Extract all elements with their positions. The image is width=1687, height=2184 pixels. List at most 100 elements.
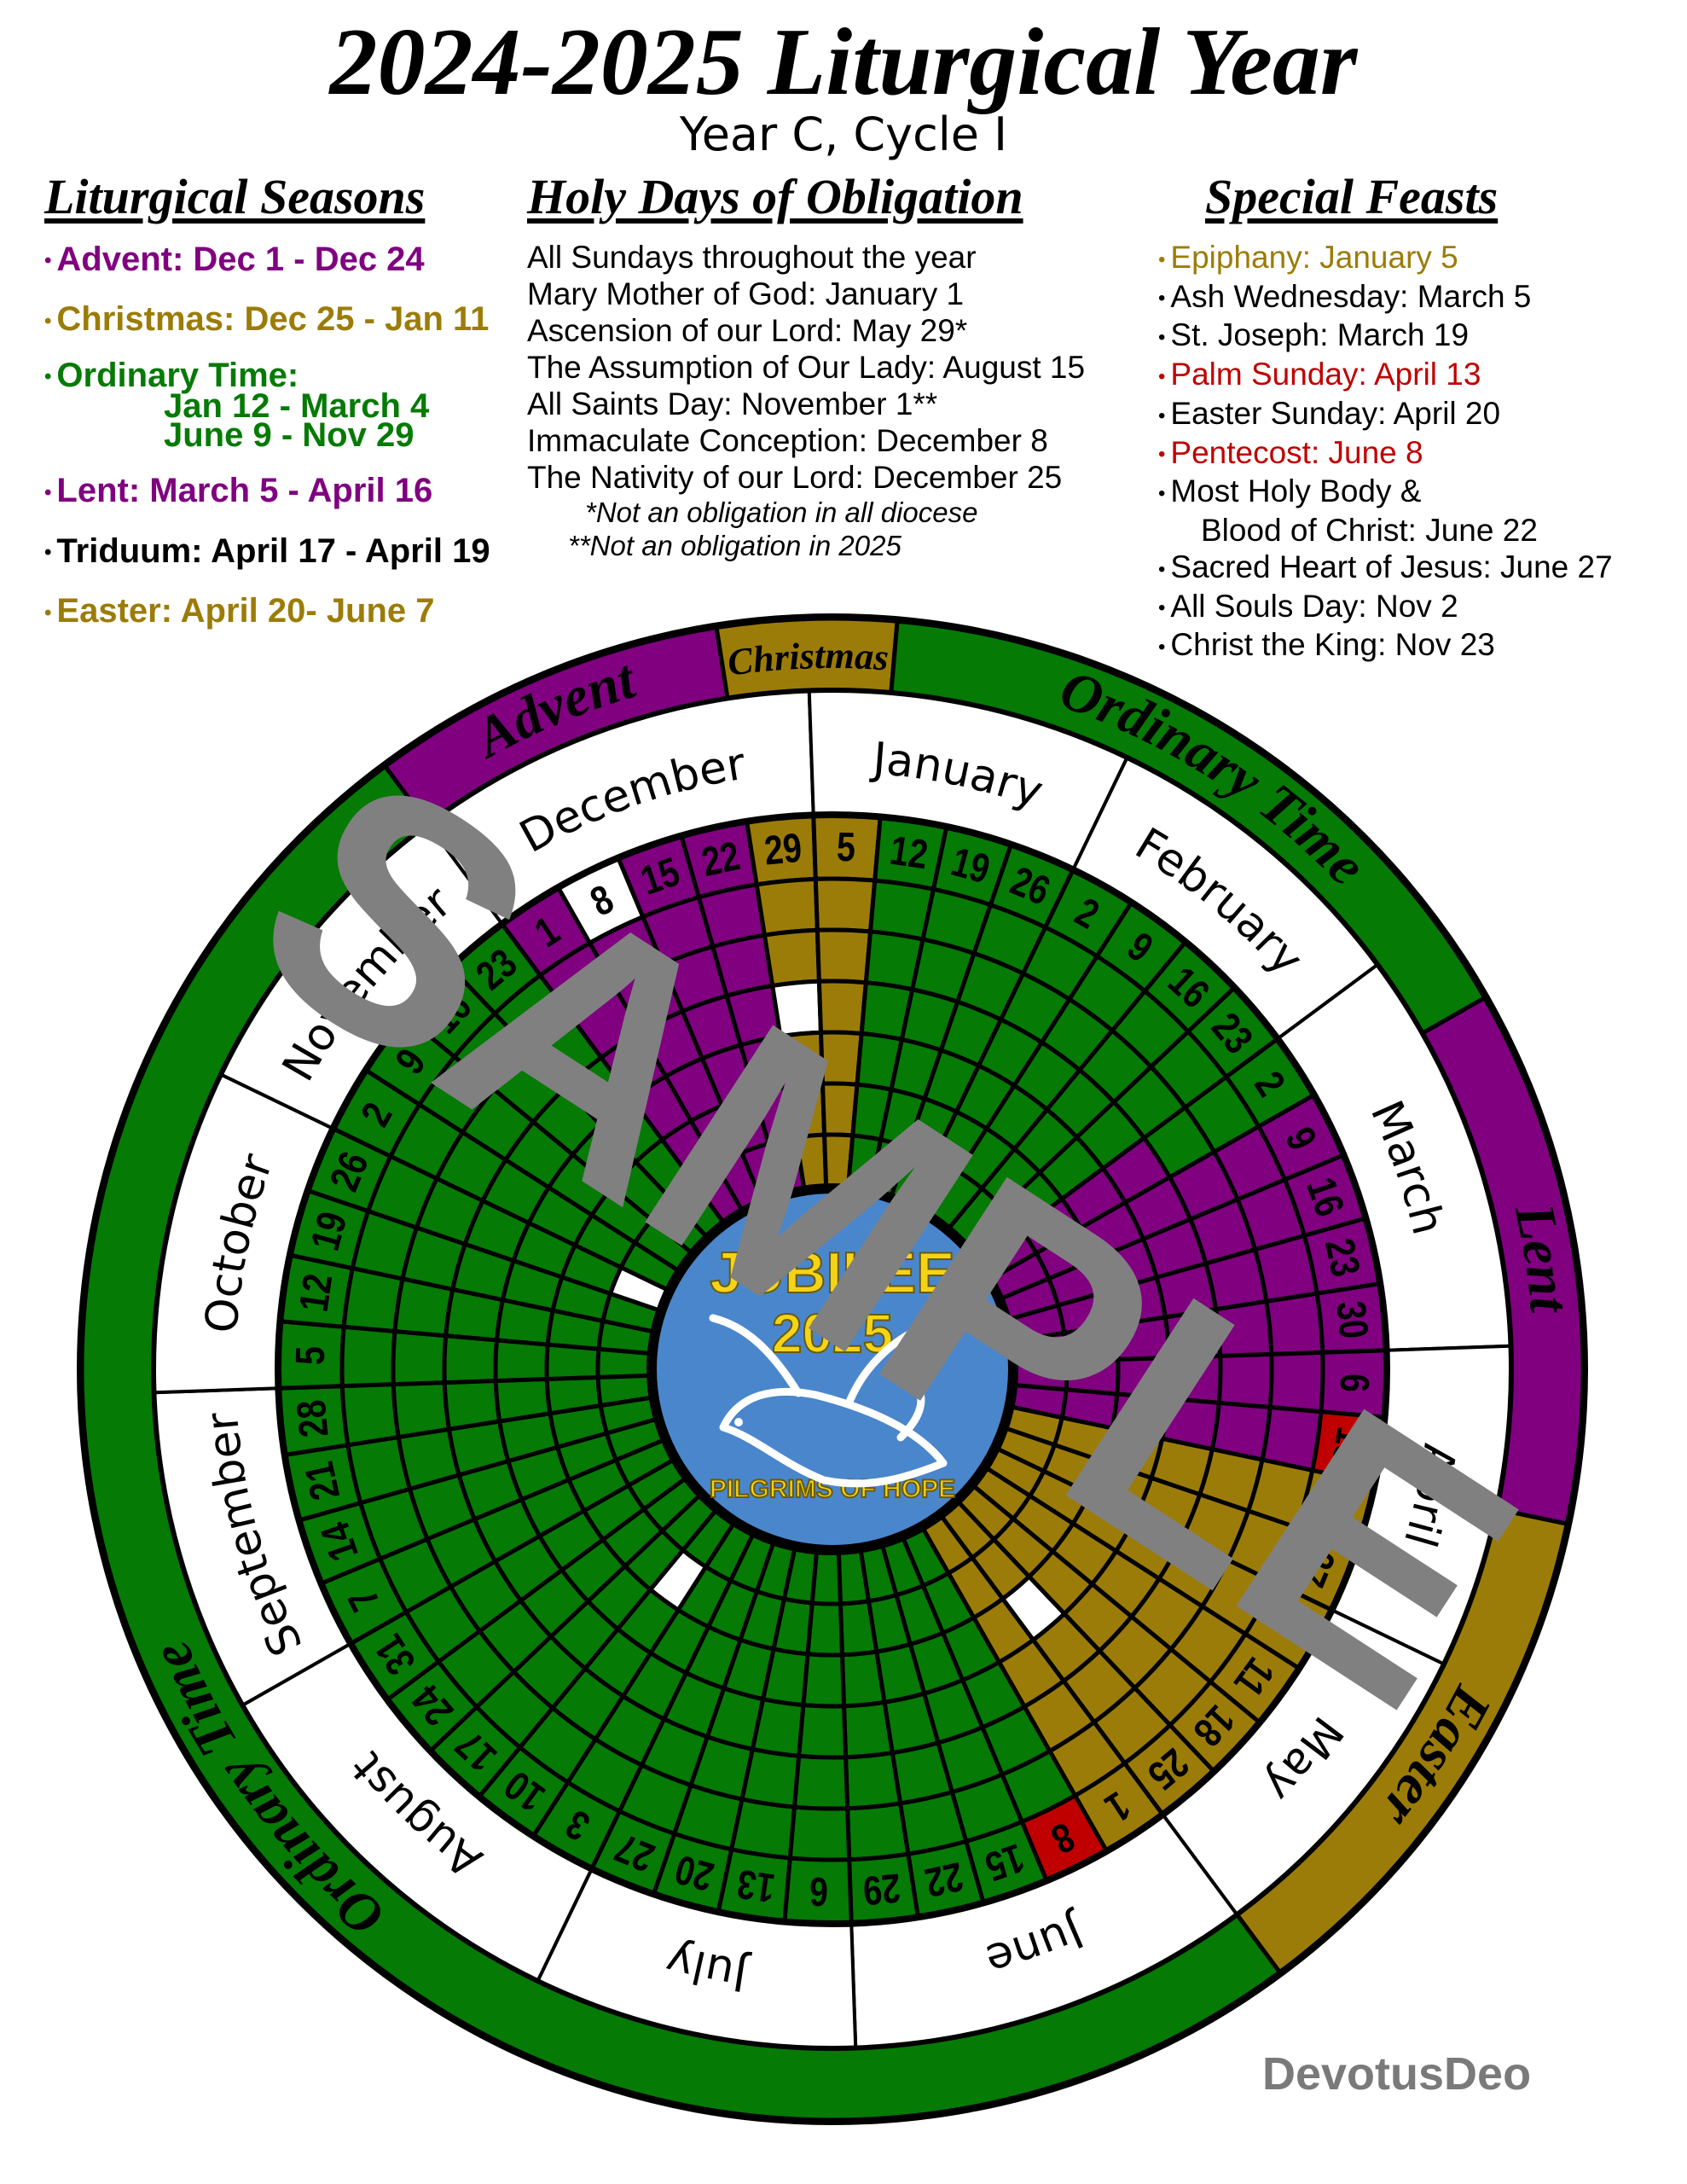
bullet-icon: • (1158, 596, 1166, 620)
week-column: 15 (879, 1536, 1050, 1906)
holy-day-item: The Assumption of Our Lady: August 15 (527, 350, 1086, 385)
season-text: Easter: April 20- June 7 (56, 592, 435, 630)
feast-easter-sunday: • Easter Sunday: April 20 (1158, 395, 1687, 434)
week-column: 17 (426, 1492, 719, 1800)
feast-text: Palm Sunday: April 13 (1170, 357, 1481, 392)
feast-text: Sacred Heart of Jesus: June 27 (1170, 549, 1613, 585)
week-column: 27 (994, 1426, 1360, 1613)
holy-day-item: Ascension of our Lord: May 29* (527, 313, 968, 348)
bullet-icon: • (44, 309, 52, 333)
season-advent: • Advent: Dec 1 - Dec 24 (44, 241, 522, 280)
dove-eye-icon (734, 1418, 743, 1426)
bullet-icon: • (1158, 443, 1166, 467)
season-lent: • Lent: March 5 - April 16 (44, 472, 522, 511)
bullet-icon: • (1158, 636, 1166, 659)
feast-st-joseph: • St. Joseph: March 19 (1158, 317, 1687, 356)
day-cell (493, 1376, 553, 1424)
season-text: Lent: March 5 - April 16 (56, 472, 433, 510)
day-cell (442, 1333, 500, 1385)
day-cell (493, 1338, 550, 1384)
feast-text: Pentecost: June 8 (1170, 434, 1423, 470)
credit-text: DevotusDeo (1262, 2048, 1532, 2100)
season-text: Advent: Dec 1 - Dec 24 (56, 241, 425, 278)
liturgical-seasons-heading: Liturgical Seasons (44, 169, 426, 224)
week-column: 8 (554, 855, 765, 1213)
holy-days-heading: Holy Days of Obligation (527, 169, 1023, 224)
logo-jubilee-text: JUBILEE (710, 1240, 954, 1305)
day-cell (843, 1750, 903, 1811)
sunday-date-label: 29 (762, 825, 804, 874)
sunday-date-label: 5 (836, 824, 855, 870)
season-easter: • Easter: April 20- June 7 (44, 592, 522, 631)
feast-corpus-christi: • Most Holy Body & Blood of Christ: June 2… (1158, 473, 1687, 549)
day-cell (391, 1328, 449, 1387)
sunday-date-label: 13 (1324, 1424, 1374, 1467)
footnote: *Not an obligation in all diocese (585, 497, 978, 528)
day-cell (845, 1800, 911, 1862)
season-christmas: • Christmas: Dec 25 - Jan 11 (44, 300, 522, 340)
feast-text: Christ the King: Nov 23 (1170, 627, 1495, 663)
date-ring-border (275, 811, 1390, 1927)
day-cell (813, 876, 878, 934)
holy-day-item: The Nativity of our Lord: December 25 (527, 460, 1063, 495)
special-feasts-heading: Special Feasts (1205, 169, 1499, 224)
season-triduum: • Triduum: April 17 - April 19 (44, 532, 522, 572)
week-column: 22 (858, 1542, 987, 1920)
bullet-icon: • (1158, 404, 1166, 427)
logo-year-text: 2025 (772, 1303, 893, 1364)
feast-epiphany: • Epiphany: January 5 (1158, 239, 1687, 278)
season-text: Christmas: Dec 25 - Jan 11 (56, 300, 490, 339)
season-range: June 9 - Nov 29 (164, 416, 415, 455)
day-cell (544, 1374, 604, 1416)
day-cell (391, 1380, 452, 1440)
day-cell (841, 1699, 896, 1760)
feast-text: Ash Wednesday: March 5 (1170, 278, 1532, 314)
sunday-date-label: 28 (288, 1398, 337, 1440)
feast-text: Most Holy Body & (1170, 473, 1422, 509)
day-cell (839, 1649, 887, 1709)
sunday-date-label: 29 (861, 1865, 903, 1914)
week-column: 26 (889, 841, 1076, 1207)
bullet-icon: • (44, 480, 52, 504)
feast-pentecost: • Pentecost: June 8 (1158, 434, 1687, 473)
logo-pilgrims-text: PILGRIMS OF HOPE (710, 1475, 955, 1503)
day-cell (838, 1598, 879, 1658)
week-column: 19 (287, 1188, 662, 1334)
holy-day-item: Mary Mother of God: January 1 (527, 276, 965, 311)
season-band-ordinary-time (82, 766, 1279, 2120)
holy-day-item: Immaculate Conception: December 8 (527, 423, 1048, 458)
footnote: **Not an obligation in 2025 (568, 530, 901, 561)
week-column: 30 (1011, 1281, 1389, 1366)
sunday-date-label: 6 (1331, 1373, 1377, 1392)
day-cell (796, 1702, 849, 1760)
sunday-date-label: 30 (1328, 1299, 1377, 1341)
day-cell (787, 1804, 852, 1862)
bullet-icon: • (44, 601, 52, 624)
day-cell (791, 1753, 850, 1811)
feast-sacred-heart: • Sacred Heart of Jesus: June 27 (1158, 549, 1687, 588)
week-column: 28 (275, 1373, 654, 1458)
sunday-date-label: 13 (734, 1861, 778, 1911)
sunday-date-label: 6 (809, 1868, 828, 1914)
week-column: 26 (304, 1125, 670, 1313)
week-column: 21 (281, 1395, 659, 1524)
week-column: 2 (909, 867, 1135, 1218)
bullet-icon: • (44, 249, 52, 273)
bullet-icon: • (1158, 247, 1166, 271)
feast-palm-sunday: • Palm Sunday: April 13 (1158, 356, 1687, 395)
feast-text: All Souls Day: Nov 2 (1170, 588, 1458, 624)
day-cell (754, 876, 820, 938)
season-ordinary-time: • Ordinary Time: Jan 12 - March 4 June 9 … (44, 358, 522, 455)
bullet-icon: • (1158, 364, 1166, 388)
week-column: 22 (678, 818, 807, 1196)
page-subtitle: Year C, Cycle I (679, 107, 1008, 161)
bullet-icon: • (1158, 326, 1166, 350)
day-cell (442, 1378, 502, 1432)
sunday-date-label: 12 (291, 1271, 341, 1315)
season-label: Christmas (725, 635, 890, 684)
day-cell (339, 1324, 397, 1389)
bullet-icon: • (44, 541, 52, 565)
season-label-text: Christmas (725, 635, 890, 684)
feast-text: St. Joseph: March 19 (1170, 317, 1470, 353)
